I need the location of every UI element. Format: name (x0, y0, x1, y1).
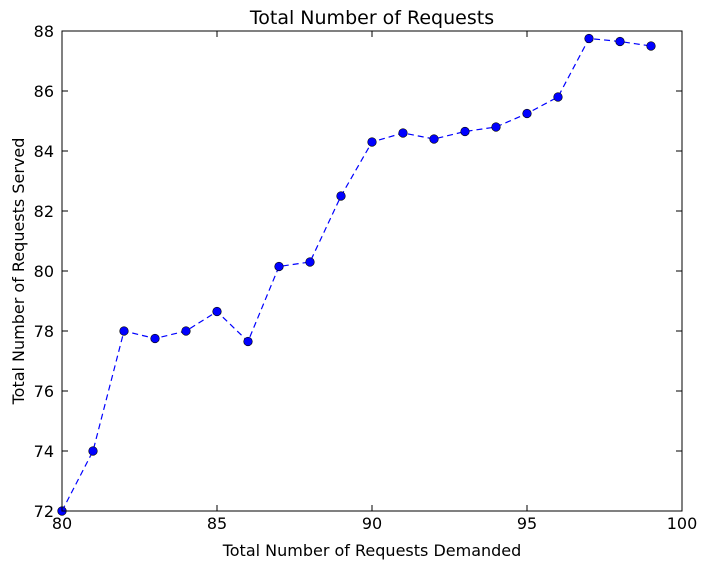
x-tick-label: 80 (52, 514, 72, 533)
y-tick-label: 80 (34, 262, 54, 281)
data-point (212, 306, 222, 317)
x-tick-label: 85 (207, 514, 227, 533)
x-tick-label: 100 (667, 514, 698, 533)
x-tick-label: 90 (362, 514, 382, 533)
data-point (522, 108, 532, 119)
y-tick-label: 74 (34, 442, 54, 461)
y-axis-label: Total Number of Requests Served (9, 138, 28, 406)
y-tick-label: 76 (34, 382, 54, 401)
data-point (274, 261, 284, 272)
x-axis-label: Total Number of Requests Demanded (222, 541, 522, 560)
data-point (336, 191, 346, 201)
y-tick-label: 88 (34, 22, 54, 41)
data-point (584, 33, 594, 44)
data-point (88, 446, 98, 456)
data-point (553, 92, 563, 102)
y-tick-label: 84 (34, 142, 54, 161)
x-tick-label: 95 (517, 514, 537, 533)
data-point (367, 137, 377, 147)
y-tick-label: 78 (34, 322, 54, 341)
data-point (429, 134, 439, 144)
y-axis-ticks: 72 74 76 78 80 82 84 86 88 (34, 22, 682, 521)
data-point (491, 122, 501, 132)
data-point (243, 336, 253, 347)
y-tick-label: 86 (34, 82, 54, 101)
data-point (460, 126, 470, 137)
plot-frame (61, 30, 683, 512)
data-point (181, 326, 191, 336)
y-tick-label: 72 (34, 502, 54, 521)
series-line (61, 37, 652, 512)
data-point (646, 41, 656, 51)
y-tick-label: 82 (34, 202, 54, 221)
chart-title: Total Number of Requests (249, 7, 494, 29)
series-layer (57, 33, 656, 516)
data-point (305, 257, 315, 267)
data-point (615, 36, 625, 47)
data-point (398, 128, 408, 138)
data-point (119, 326, 129, 336)
data-point (150, 333, 160, 344)
x-axis-ticks: 80 85 90 95 100 (52, 31, 697, 533)
